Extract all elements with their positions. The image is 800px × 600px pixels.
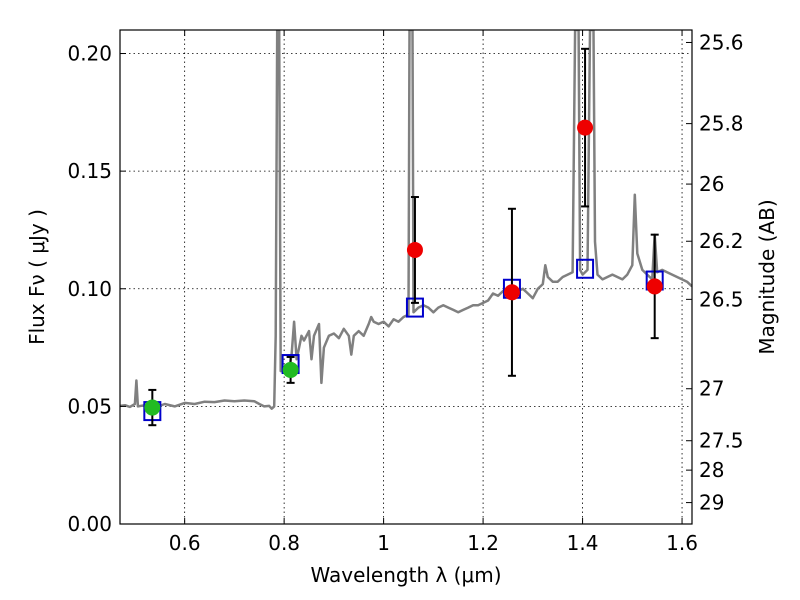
mag-tick-label: 25.6 (699, 30, 744, 54)
mag-tick-label: 27.5 (699, 429, 744, 453)
x-tick-label: 0.8 (268, 531, 300, 555)
plot-frame (119, 29, 693, 525)
mag-tick-label: 26.2 (699, 229, 744, 253)
y-tick-label: 0.00 (67, 512, 112, 536)
mag-tick-label: 26.5 (699, 287, 744, 311)
y-axis-right-label: Magnitude (AB) (755, 199, 779, 354)
mag-tick-label: 27 (699, 377, 724, 401)
data-point (646, 278, 663, 295)
y-tick-label: 0.10 (67, 277, 112, 301)
mag-tick-label: 26 (699, 172, 724, 196)
data-point (577, 119, 594, 136)
x-tick-label: 1.6 (666, 531, 698, 555)
data-point (503, 284, 520, 301)
y-tick-label: 0.20 (67, 42, 112, 66)
x-tick-label: 1.4 (567, 531, 599, 555)
mag-tick-label: 28 (699, 458, 724, 482)
grid (120, 30, 692, 524)
x-tick-label: 0.6 (169, 531, 201, 555)
x-tick-label: 1.2 (467, 531, 499, 555)
data-point (282, 361, 299, 378)
x-axis-label: Wavelength λ (μm) (310, 563, 501, 587)
mag-tick-label: 25.8 (699, 112, 744, 136)
model-square-marker (576, 258, 595, 279)
data-point (144, 399, 161, 416)
y-tick-label: 0.05 (67, 394, 112, 418)
y-axis-left-label: Flux Fν ( μJy ) (25, 209, 49, 345)
y-tick-label: 0.15 (67, 159, 112, 183)
x-tick-label: 1 (377, 531, 390, 555)
data-point (406, 241, 423, 258)
axis-ticks: 0.6 0.8 1 1.2 1.4 1.6 0.00 0.05 0.10 0.15 0.20 25.6… (67, 30, 744, 555)
mag-tick-label: 29 (699, 491, 724, 515)
data-marks (143, 47, 664, 427)
spectrum-line (120, 30, 692, 410)
